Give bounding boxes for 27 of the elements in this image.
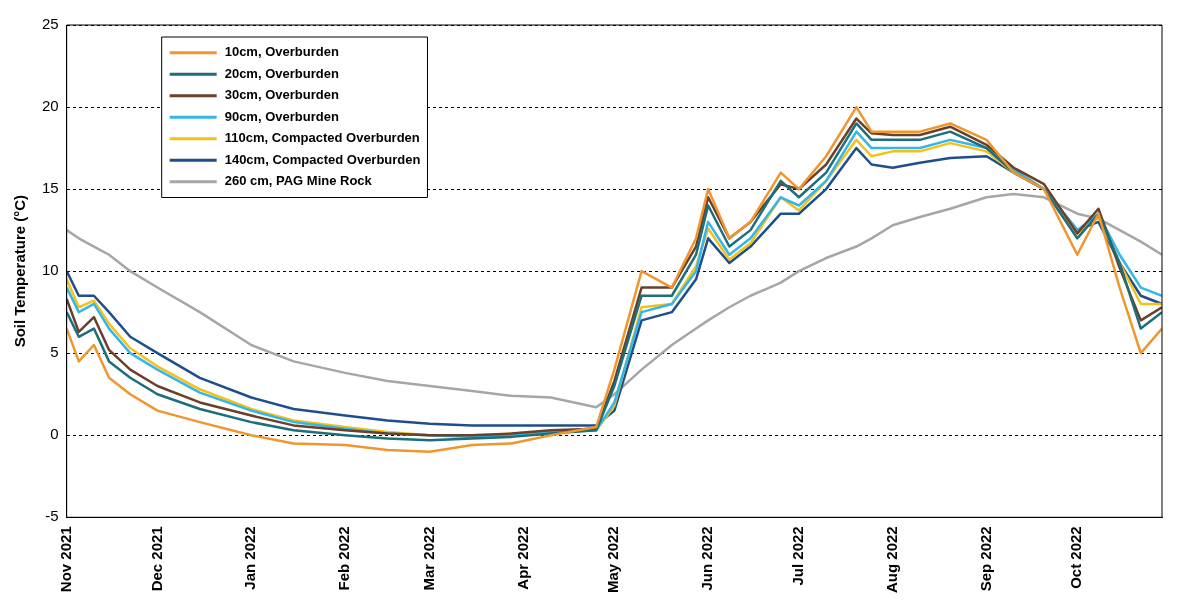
x-tick-label: Feb 2022	[335, 526, 353, 591]
x-tick-label: Mar 2022	[419, 526, 437, 591]
legend-label: 30cm, Overburden	[224, 87, 339, 103]
x-tick-label: Jun 2022	[698, 526, 716, 591]
y-tick-label: 5	[50, 343, 59, 361]
legend-label: 10cm, Overburden	[224, 44, 339, 60]
legend-label: 110cm, Compacted Overburden	[224, 130, 420, 146]
x-tick-label: Jan 2022	[241, 526, 259, 590]
legend-label: 20cm, Overburden	[224, 65, 339, 81]
x-tick-label: Oct 2022	[1067, 526, 1085, 589]
legend-label: 140cm, Compacted Overburden	[224, 151, 421, 167]
x-tick-label: Dec 2021	[147, 526, 165, 592]
legend-label: 260 cm, PAG Mine Rock	[224, 173, 373, 189]
y-tick-label: 15	[42, 179, 59, 197]
x-tick-label: Apr 2022	[513, 526, 531, 590]
x-tick-label: Nov 2021	[56, 526, 74, 593]
x-tick-label: Aug 2022	[882, 526, 900, 593]
y-axis-title: Soil Temperature (°C)	[11, 194, 29, 348]
x-tick-label: Jul 2022	[789, 526, 807, 586]
y-tick-label: 25	[42, 15, 59, 33]
legend-label: 90cm, Overburden	[224, 108, 339, 124]
y-tick-label: 0	[50, 425, 59, 443]
y-tick-label: -5	[45, 507, 59, 525]
y-tick-label: 20	[42, 97, 59, 115]
x-tick-label: Sep 2022	[976, 526, 994, 592]
x-tick-label: May 2022	[604, 526, 622, 593]
y-tick-label: 10	[42, 261, 59, 279]
